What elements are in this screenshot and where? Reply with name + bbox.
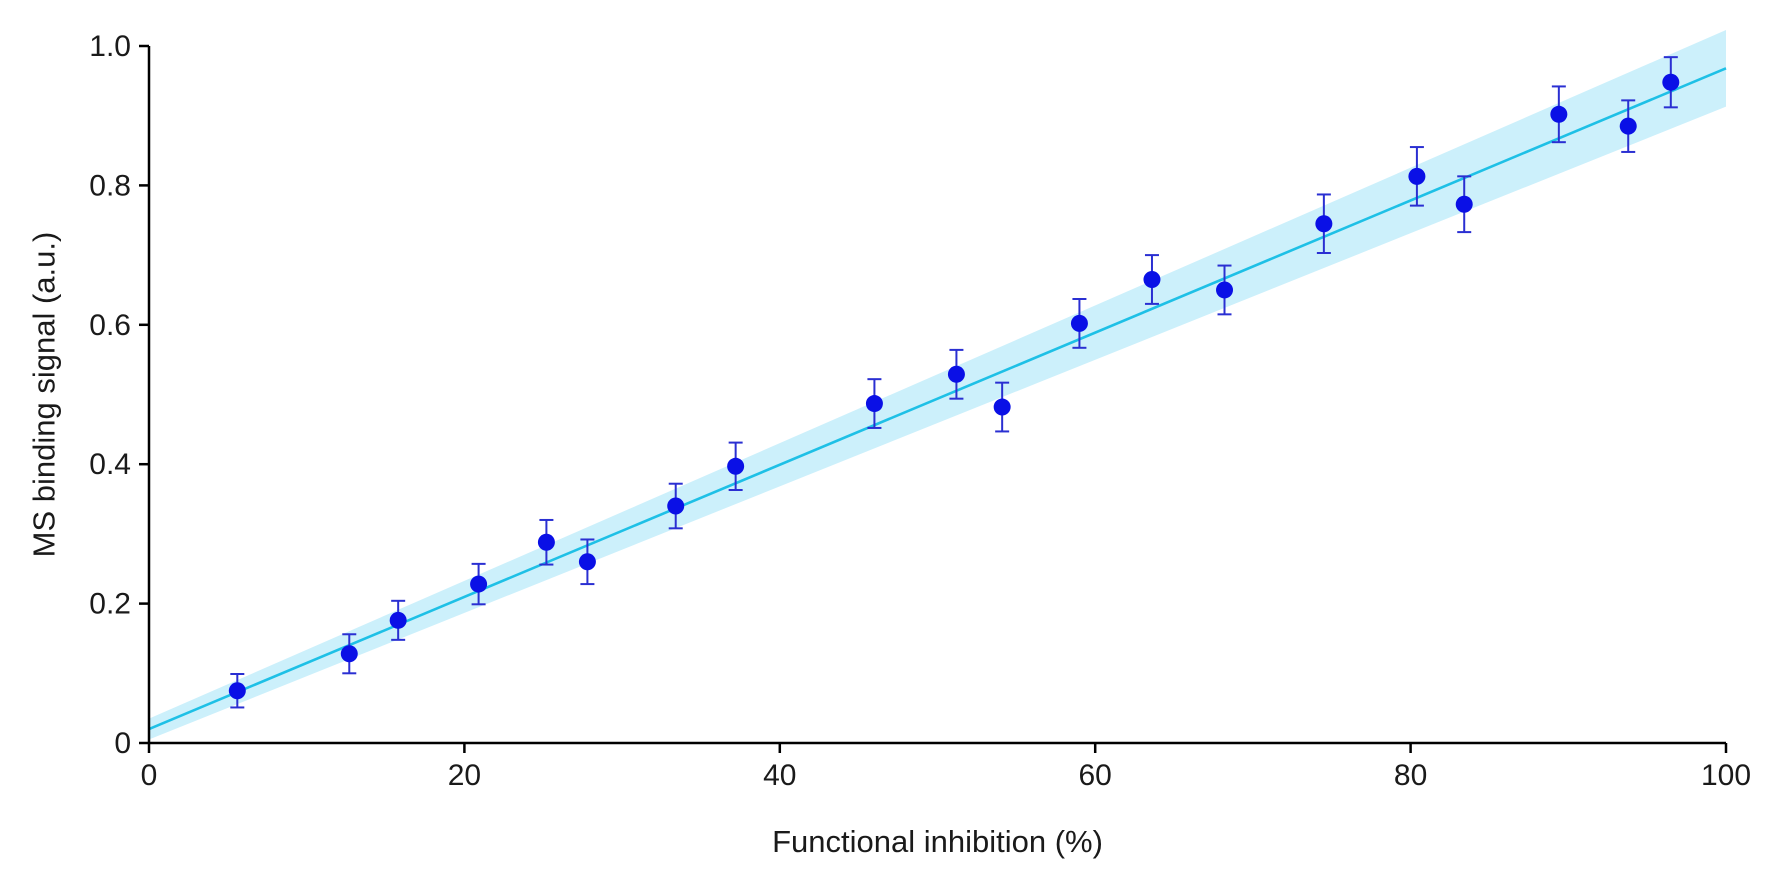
confidence-band	[149, 29, 1726, 740]
x-tick-layer: 0 20 40 60 80 100	[141, 743, 1751, 792]
y-tick-label: 0.2	[89, 588, 131, 621]
x-tick-label: 100	[1701, 759, 1751, 792]
y-tick-label: 1.0	[89, 30, 131, 63]
data-point	[389, 611, 407, 629]
y-tick-label: 0	[114, 727, 131, 760]
confidence-band-layer	[149, 29, 1726, 740]
data-point	[340, 645, 358, 663]
y-tick-label: 0.8	[89, 169, 131, 202]
data-point	[667, 497, 685, 515]
axes-layer	[147, 46, 1726, 745]
y-tick-label: 0.4	[89, 448, 131, 481]
data-point	[228, 682, 246, 700]
x-tick-label: 80	[1394, 759, 1427, 792]
data-point	[947, 365, 965, 383]
x-tick-label: 20	[448, 759, 481, 792]
data-point	[993, 398, 1011, 416]
data-point	[1619, 117, 1637, 135]
data-point	[1143, 270, 1161, 288]
points-layer	[228, 73, 1680, 700]
x-tick-label: 40	[763, 759, 796, 792]
fit-line	[148, 67, 1727, 731]
fit-line-layer	[148, 67, 1727, 731]
data-point	[1408, 167, 1426, 185]
data-point	[1455, 195, 1473, 213]
y-tick-label: 0.6	[89, 309, 131, 342]
data-point	[537, 533, 555, 551]
data-point	[1216, 281, 1234, 299]
x-tick-label: 60	[1079, 759, 1112, 792]
x-axis-title: Functional inhibition (%)	[772, 824, 1103, 859]
data-point	[578, 553, 596, 571]
x-tick-label: 0	[141, 759, 158, 792]
data-point	[1662, 73, 1680, 91]
data-point	[865, 395, 883, 413]
y-tick-layer: 0 0.2 0.4 0.6 0.8 1.0	[89, 30, 149, 760]
data-point	[1070, 314, 1088, 332]
data-point	[1550, 105, 1568, 123]
data-point	[470, 575, 488, 593]
y-axis-title: MS binding signal (a.u.)	[27, 232, 62, 558]
data-point	[1315, 215, 1333, 233]
data-point	[727, 457, 745, 475]
